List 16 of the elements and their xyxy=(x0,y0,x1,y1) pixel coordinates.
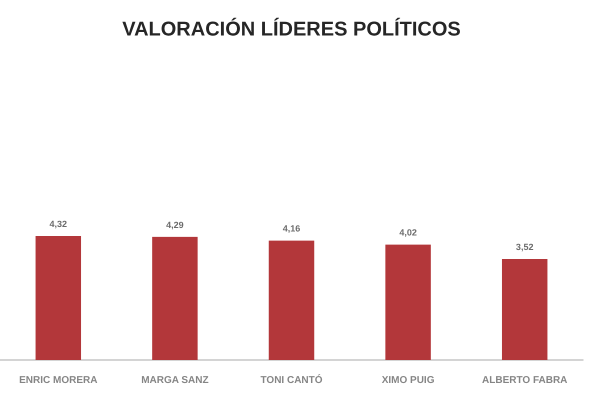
x-tick-label: ALBERTO FABRA xyxy=(482,374,568,386)
data-label: 4,02 xyxy=(399,228,417,238)
data-label: 4,32 xyxy=(50,218,68,229)
data-label: 4,29 xyxy=(166,220,184,230)
x-tick-label: MARGA SANZ xyxy=(141,374,209,386)
bar xyxy=(152,236,198,360)
bar xyxy=(385,244,431,360)
bar xyxy=(502,258,548,360)
x-tick-label: TONI CANTÓ xyxy=(260,374,323,386)
bar xyxy=(36,236,82,360)
x-tick-label: XIMO PUIG xyxy=(382,374,435,386)
bar xyxy=(268,240,314,360)
data-label: 3,52 xyxy=(516,242,534,252)
data-label: 4,16 xyxy=(282,224,300,234)
x-tick-label: ENRIC MORERA xyxy=(19,374,98,386)
chart-title: VALORACIÓN LÍDERES POLÍTICOS xyxy=(122,18,461,41)
